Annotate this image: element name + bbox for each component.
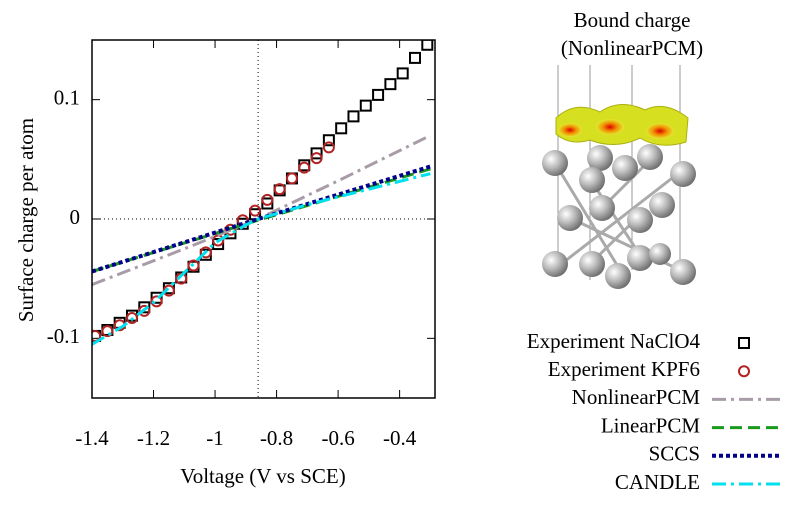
data-point [138, 301, 151, 314]
line-series [92, 172, 431, 346]
data-point [101, 325, 114, 338]
y-axis-label: Surface charge per atom [14, 118, 38, 322]
x-tick-label: -0.4 [383, 426, 417, 450]
data-point [421, 40, 434, 51]
data-point [372, 88, 385, 101]
x-tick-label: -0.6 [321, 426, 354, 450]
data-point [249, 204, 262, 217]
legend-label: LinearPCM [601, 413, 700, 437]
data-point [261, 193, 274, 206]
data-point [384, 78, 397, 91]
data-point [409, 51, 422, 64]
data-point [138, 304, 151, 317]
data-point [396, 67, 409, 80]
line-series [92, 167, 431, 273]
data-point [310, 152, 323, 165]
data-point [335, 122, 348, 135]
plot-frame [91, 39, 436, 399]
x-tick-label: -1.2 [137, 426, 170, 450]
data-point [322, 134, 335, 147]
data-point [187, 259, 200, 272]
data-point [359, 99, 372, 112]
data-point [150, 291, 163, 304]
legend-swatch [738, 337, 750, 349]
y-tick-label: 0 [70, 205, 81, 229]
x-tick-label: -1.4 [75, 426, 109, 450]
legend-label: Experiment NaClO4 [527, 329, 701, 353]
legend-swatch [738, 365, 750, 378]
data-point [150, 295, 163, 308]
line-series [92, 164, 431, 274]
legend-label: Experiment KPF6 [548, 357, 700, 381]
data-point [322, 141, 335, 154]
inset-title: (NonlinearPCM) [561, 36, 703, 60]
legend-label: CANDLE [615, 470, 700, 494]
line-series [92, 134, 432, 287]
data-point [212, 238, 225, 251]
data-point [224, 223, 237, 236]
legend-label: NonlinearPCM [572, 385, 701, 409]
y-tick-label: 0.1 [54, 85, 80, 109]
data-point [285, 172, 298, 185]
data-point [347, 110, 360, 123]
data-point [125, 312, 138, 325]
data-point [298, 161, 311, 174]
x-axis-label: Voltage (V vs SCE) [180, 464, 345, 488]
inset-title: Bound charge [574, 8, 691, 32]
x-tick-label: -1 [206, 426, 224, 450]
data-point [310, 147, 323, 160]
data-point [273, 183, 286, 196]
molecule [542, 65, 696, 289]
data-point [261, 197, 274, 210]
x-tick-label: -0.8 [260, 426, 293, 450]
data-point [199, 246, 212, 259]
legend-label: SCCS [649, 442, 700, 466]
y-tick-label: -0.1 [47, 324, 80, 348]
plot-area [92, 40, 434, 346]
